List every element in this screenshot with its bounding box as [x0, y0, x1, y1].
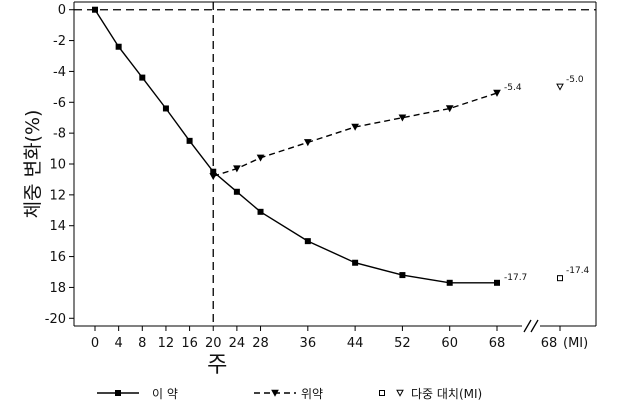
series-1-mi-point — [556, 83, 564, 91]
series-0-mi-point — [557, 275, 563, 282]
series-0-point — [257, 208, 264, 215]
y-tick-label: -2 — [53, 34, 66, 49]
legend-label-0: 이 약 — [152, 386, 178, 401]
x-tick-label-mi: 68 — [541, 336, 558, 351]
series-0-point — [162, 105, 169, 112]
x-tick-label: 52 — [394, 336, 411, 351]
legend-label-mi: 다중 대치(MI) — [411, 387, 482, 401]
x-tick-label: 28 — [252, 336, 269, 351]
series-0-point — [139, 74, 146, 81]
series-0-point — [399, 272, 406, 279]
axis-break-mark — [523, 319, 532, 333]
series-1-mi-label: -5.0 — [566, 75, 584, 85]
y-tick-label: 18 — [49, 281, 66, 296]
legend-marker-0 — [115, 390, 121, 396]
y-tick-label: 0 — [58, 3, 66, 18]
y-tick-label: -6 — [53, 96, 66, 111]
x-axis-title: 주 — [207, 353, 227, 378]
axis-break-mark — [530, 319, 539, 333]
x-tick-label-mi-suffix: (MI) — [563, 336, 588, 351]
x-tick-label: 60 — [441, 336, 458, 351]
x-tick-label: 36 — [300, 336, 317, 351]
series-1-point — [209, 173, 218, 181]
x-tick-label: 24 — [229, 336, 246, 351]
y-tick-label: 10 — [49, 158, 66, 173]
legend-label-1: 위약 — [301, 386, 323, 401]
series-0-point — [446, 279, 453, 286]
x-tick-label: 12 — [158, 336, 175, 351]
series-0-mi-label: -17.4 — [566, 266, 590, 276]
series-1-point — [398, 114, 407, 122]
y-axis-title: 체중 변화(%) — [22, 110, 44, 219]
series-1-point — [256, 154, 265, 162]
series-0-point — [494, 279, 500, 286]
x-tick-label: 4 — [115, 336, 123, 351]
series-line-1 — [212, 92, 498, 177]
series-1-end-label: -5.4 — [504, 83, 522, 93]
x-tick-label: 8 — [138, 336, 146, 351]
series-0-point — [115, 43, 122, 50]
legend-marker-mi-square — [379, 390, 385, 396]
legend-marker-mi-triangle — [396, 389, 404, 397]
series-0-point — [186, 137, 193, 144]
x-tick-label: 16 — [181, 336, 198, 351]
x-tick-label: 0 — [91, 336, 99, 351]
series-line-0 — [94, 9, 497, 284]
x-tick-label: 44 — [347, 336, 364, 351]
y-tick-label: -8 — [53, 127, 66, 142]
series-1-point — [351, 123, 359, 131]
series-0-point — [92, 6, 98, 13]
y-tick-label: 12 — [49, 188, 66, 203]
x-tick-label: 68 — [489, 336, 506, 351]
series-0-point — [304, 238, 311, 245]
series-0-point — [233, 188, 240, 195]
axes-layer — [69, 1, 597, 333]
series-0-end-label: -17.7 — [504, 273, 527, 283]
y-tick-label: 14 — [49, 219, 66, 234]
series-1-point — [445, 105, 454, 113]
y-tick-label: -20 — [45, 312, 66, 327]
legend-marker-1 — [271, 389, 279, 397]
series-1-point — [493, 89, 501, 97]
series-0-point — [352, 259, 359, 266]
y-tick-label: -4 — [53, 65, 66, 80]
series-1-point — [233, 165, 241, 173]
series-layer — [74, 2, 596, 326]
series-1-point — [303, 139, 312, 147]
legend: 이 약 위약 다중 대치(MI) — [97, 386, 482, 401]
labels-layer: 0 -2 -4 -6 -8 10 12 14 16 18 -20 0 4 8 12 16 20 24 28 36 44 5… — [22, 3, 590, 378]
y-tick-label: 16 — [49, 250, 66, 265]
x-tick-label: 20 — [205, 336, 222, 351]
